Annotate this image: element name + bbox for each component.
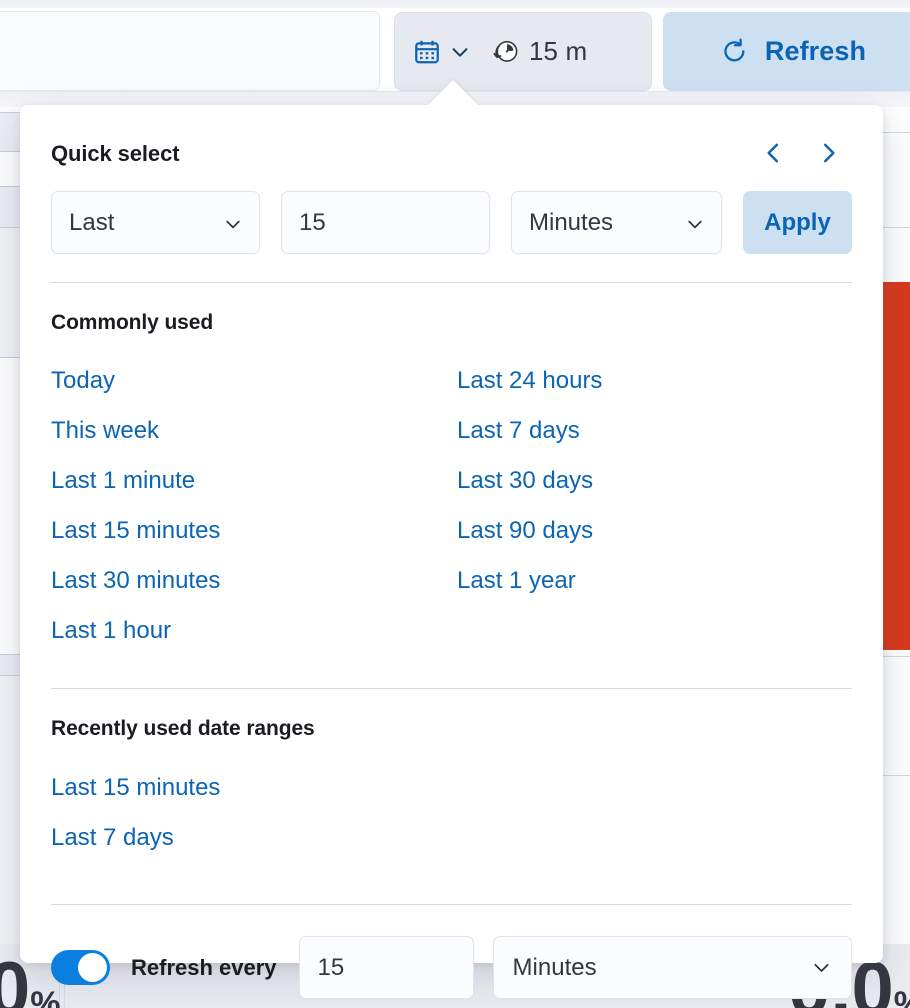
- search-input[interactable]: [0, 11, 380, 91]
- recently-used-link[interactable]: Last 7 days: [51, 824, 174, 851]
- quick-select-controls: Last Minutes: [51, 191, 852, 254]
- unit-select[interactable]: Minutes: [511, 191, 722, 254]
- previous-button[interactable]: [760, 139, 786, 169]
- clock-refresh-icon: [491, 38, 518, 65]
- commonly-used-link[interactable]: Last 15 minutes: [51, 517, 221, 544]
- metric-suffix: %: [894, 985, 910, 1008]
- recently-used-list: Last 15 minutes Last 7 days: [51, 763, 852, 863]
- commonly-used-link[interactable]: Last 90 days: [457, 517, 594, 544]
- top-toolbar: 15 m Refresh: [0, 0, 910, 107]
- quick-select-title: Quick select: [51, 141, 180, 166]
- next-button[interactable]: [816, 139, 842, 169]
- recently-used-link[interactable]: Last 15 minutes: [51, 774, 221, 801]
- unit-select-value: Minutes: [529, 208, 614, 236]
- divider: [51, 688, 852, 689]
- quick-select-amount-input[interactable]: [281, 191, 490, 254]
- refresh-icon: [720, 37, 749, 66]
- chevron-left-icon: [760, 140, 786, 169]
- refresh-button-label: Refresh: [764, 36, 867, 66]
- refresh-every-toggle[interactable]: [51, 950, 110, 985]
- chevron-right-icon: [816, 140, 842, 169]
- commonly-used-link[interactable]: Today: [51, 367, 116, 394]
- quick-select-popover: Quick select: [20, 105, 883, 999]
- quick-select-nav: [760, 139, 852, 169]
- commonly-used-link[interactable]: This week: [51, 417, 160, 444]
- calendar-icon: [413, 38, 441, 66]
- refresh-interval-display[interactable]: 15 m: [485, 36, 587, 67]
- chevron-down-icon: [811, 957, 832, 978]
- metric-suffix: %: [30, 985, 61, 1008]
- chevron-down-icon: [685, 213, 705, 233]
- unit-select-wrap: Minutes: [511, 191, 722, 254]
- direction-select-wrap: Last: [51, 191, 260, 254]
- apply-button[interactable]: Apply: [743, 191, 852, 254]
- divider: [51, 904, 852, 905]
- recently-used-title: Recently used date ranges: [51, 717, 315, 740]
- direction-select-value: Last: [69, 208, 115, 236]
- refresh-every-label: Refresh every: [131, 954, 277, 980]
- top-strip: [0, 0, 910, 8]
- refresh-button[interactable]: Refresh: [663, 12, 910, 91]
- refresh-every-unit-value: Minutes: [512, 953, 597, 981]
- date-quick-select-button[interactable]: [395, 13, 485, 90]
- direction-select[interactable]: Last: [51, 191, 260, 254]
- divider: [51, 282, 852, 283]
- commonly-used-link[interactable]: Last 1 year: [457, 567, 576, 594]
- refresh-interval-value: 15 m: [529, 36, 588, 66]
- chevron-down-icon: [449, 41, 471, 63]
- commonly-used-link[interactable]: Last 1 minute: [51, 467, 196, 494]
- quick-select-header: Quick select: [51, 139, 852, 169]
- chevron-down-icon: [223, 213, 243, 233]
- commonly-used-link[interactable]: Last 24 hours: [457, 367, 603, 394]
- commonly-used-link[interactable]: Last 30 days: [457, 467, 594, 494]
- date-quick-select-group: 15 m: [394, 12, 652, 91]
- refresh-every-unit-select[interactable]: Minutes: [492, 936, 852, 999]
- refresh-every-row: Refresh every Minutes: [51, 936, 852, 999]
- commonly-used-grid: Today Last 24 hours This week Last 7 day…: [51, 356, 852, 656]
- commonly-used-link[interactable]: Last 7 days: [457, 417, 580, 444]
- commonly-used-title: Commonly used: [51, 311, 214, 334]
- toggle-knob: [78, 953, 107, 982]
- refresh-every-value-input[interactable]: [298, 936, 474, 999]
- commonly-used-link[interactable]: Last 1 hour: [51, 617, 172, 644]
- popover-arrow: [427, 80, 479, 106]
- grid-spacer: [457, 606, 852, 656]
- commonly-used-link[interactable]: Last 30 minutes: [51, 567, 221, 594]
